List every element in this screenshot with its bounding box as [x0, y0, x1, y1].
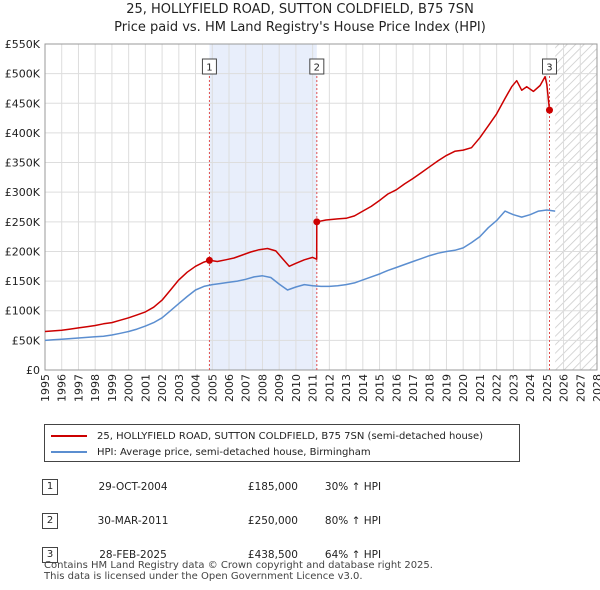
sales-row: 1 29-OCT-2004 £185,000 30% ↑ HPI [36, 470, 408, 504]
x-tick-label: 2005 [206, 374, 219, 402]
x-tick-label: 2004 [190, 374, 203, 402]
x-tick-label: 2027 [574, 374, 587, 402]
x-tick-label: 2026 [558, 374, 571, 402]
sale-date: 30-MAR-2011 [97, 515, 169, 527]
y-tick-label: £100K [5, 305, 41, 318]
legend-item-property: 25, HOLLYFIELD ROAD, SUTTON COLDFIELD, B… [51, 428, 483, 444]
x-tick-label: 2017 [407, 374, 420, 402]
x-tick-label: 2008 [256, 374, 269, 402]
x-tick-label: 2000 [123, 374, 136, 402]
sale-number-badge: 3 [42, 547, 58, 563]
chart-subtitle: Price paid vs. HM Land Registry's House … [114, 20, 486, 35]
x-tick-label: 1995 [39, 374, 52, 402]
sale-point [313, 218, 321, 226]
sale-number-badge: 2 [42, 513, 58, 529]
x-tick-label: 2010 [290, 374, 303, 402]
property-series-line [44, 75, 552, 333]
y-tick-label: £400K [5, 127, 41, 140]
x-tick-label: 2012 [323, 374, 336, 402]
sales-row: 2 30-MAR-2011 £250,000 80% ↑ HPI [36, 504, 408, 538]
sale-date: 28-FEB-2025 [99, 549, 167, 561]
sale-hpi-change: 64% ↑ HPI [324, 549, 382, 561]
x-tick-label: 1998 [89, 374, 102, 402]
legend-item-hpi: HPI: Average price, semi-detached house,… [51, 444, 371, 460]
sale-marker-label: 1 [206, 63, 212, 74]
x-tick-label: 1999 [106, 374, 119, 402]
x-tick-label: 2020 [457, 374, 470, 402]
x-tick-label: 2019 [440, 374, 453, 402]
x-tick-label: 2023 [507, 374, 520, 402]
x-tick-label: 2016 [390, 374, 403, 402]
sale-number-badge: 1 [42, 479, 58, 495]
legend-label-property: 25, HOLLYFIELD ROAD, SUTTON COLDFIELD, B… [97, 430, 484, 442]
x-tick-label: 2021 [474, 374, 487, 402]
ownership-shading [209, 44, 317, 370]
sale-marker-box [541, 58, 557, 75]
x-tick-label: 2011 [307, 374, 320, 402]
legend: 25, HOLLYFIELD ROAD, SUTTON COLDFIELD, B… [44, 424, 520, 462]
y-tick-label: £550K [5, 38, 41, 51]
sales-table: 1 29-OCT-2004 £185,000 30% ↑ HPI 2 30-MA… [36, 470, 408, 572]
sale-hpi-change: 80% ↑ HPI [324, 515, 382, 527]
y-tick-label: £300K [5, 186, 41, 199]
plot-frame [44, 43, 598, 371]
x-tick-label: 2018 [424, 374, 437, 402]
y-tick-label: £250K [5, 216, 41, 229]
y-tick-label: £0 [26, 364, 40, 377]
footer: Contains HM Land Registry data © Crown c… [44, 560, 433, 582]
x-tick-label: 2002 [156, 374, 169, 402]
y-tick-label: £350K [5, 157, 41, 170]
x-tick-label: 2001 [139, 374, 152, 402]
sale-marker-box [309, 58, 325, 75]
x-tick-label: 2025 [541, 374, 554, 402]
x-tick-label: 2006 [223, 374, 236, 402]
x-tick-label: 2024 [524, 374, 537, 402]
sale-date: 29-OCT-2004 [98, 481, 168, 493]
chart-title: 25, HOLLYFIELD ROAD, SUTTON COLDFIELD, B… [126, 2, 474, 17]
x-tick-label: 2028 [591, 374, 600, 402]
sale-marker-box [201, 58, 217, 75]
sale-point [205, 256, 213, 264]
forecast-hatch [555, 44, 597, 370]
y-tick-label: £500K [5, 68, 41, 81]
plot-background [45, 44, 597, 370]
sale-marker-label: 2 [314, 63, 320, 74]
sale-price: £250,000 [247, 515, 298, 527]
x-tick-label: 2003 [173, 374, 186, 402]
x-tick-label: 2009 [273, 374, 286, 402]
hpi-series-line [44, 209, 556, 342]
x-tick-label: 2022 [491, 374, 504, 402]
sale-price: £185,000 [247, 481, 298, 493]
x-tick-label: 1997 [72, 374, 85, 402]
legend-swatch-hpi [51, 451, 87, 453]
footer-licence: This data is licensed under the Open Gov… [44, 571, 363, 582]
y-tick-label: £150K [5, 275, 41, 288]
y-tick-label: £450K [5, 97, 41, 110]
x-tick-label: 1996 [56, 374, 69, 402]
x-tick-label: 2007 [240, 374, 253, 402]
legend-label-hpi: HPI: Average price, semi-detached house,… [97, 446, 371, 458]
x-tick-label: 2013 [340, 374, 353, 402]
sale-point [545, 106, 553, 114]
legend-swatch-property [51, 435, 87, 437]
sales-row: 3 28-FEB-2025 £438,500 64% ↑ HPI [36, 538, 408, 572]
price-chart: £0 £50K £100K £150K £200K £250K £300K £350K £400… [5, 38, 600, 402]
y-tick-label: £200K [5, 245, 41, 258]
x-tick-label: 2014 [357, 374, 370, 402]
y-tick-label: £50K [12, 334, 41, 347]
footer-copyright: Contains HM Land Registry data © Crown c… [44, 560, 433, 571]
sale-price: £438,500 [247, 549, 298, 561]
sale-hpi-change: 30% ↑ HPI [324, 481, 382, 493]
sale-marker-label: 3 [546, 63, 552, 74]
x-tick-label: 2015 [374, 374, 387, 402]
